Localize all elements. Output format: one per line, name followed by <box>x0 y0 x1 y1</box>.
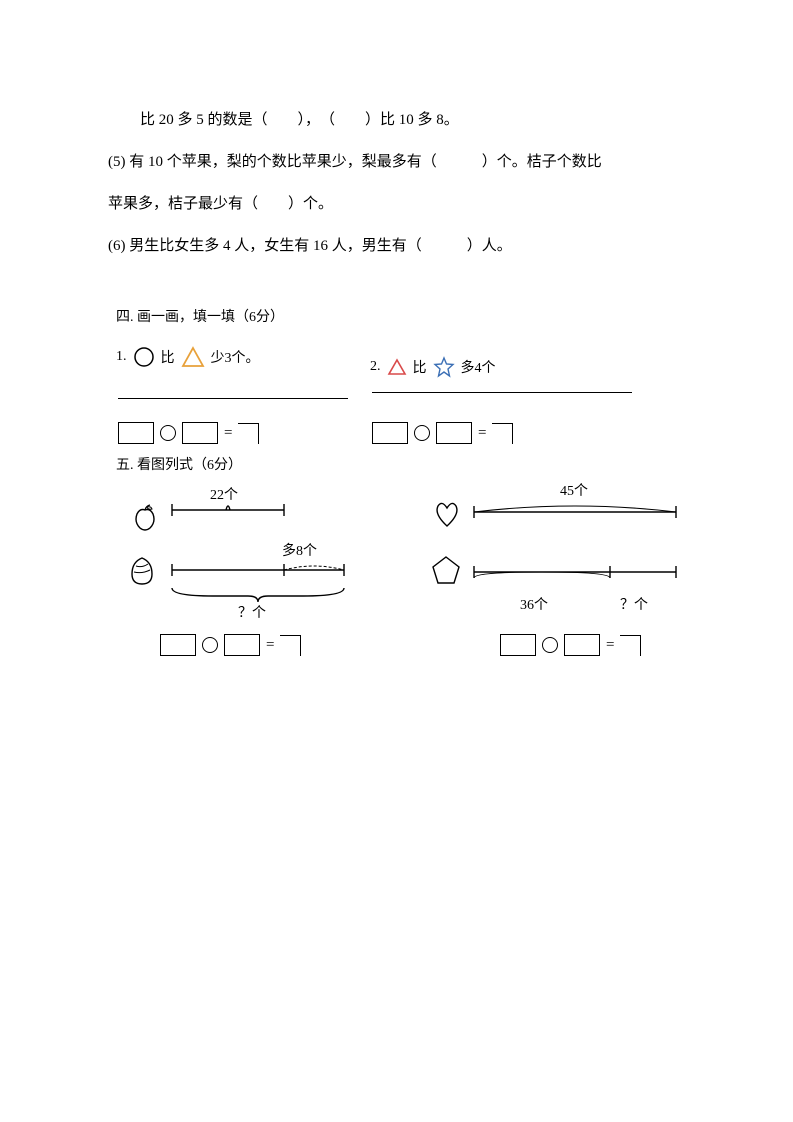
section-4-heading: 四. 画一画，填一填（6分） <box>116 306 284 326</box>
fig-right-known-value: 36个 <box>520 594 548 614</box>
section-5-heading: 五. 看图列式（6分） <box>116 454 242 474</box>
blank-box[interactable] <box>500 634 536 656</box>
problem-number: 1. <box>116 349 127 365</box>
equation-template-left[interactable]: = <box>160 634 301 656</box>
result-blank[interactable] <box>280 635 301 656</box>
operator-blank[interactable] <box>160 425 176 441</box>
blank-box[interactable] <box>182 422 218 444</box>
triangle-icon <box>181 346 205 368</box>
blank-box[interactable] <box>118 422 154 444</box>
equation-template-1[interactable]: = <box>118 422 259 444</box>
blank-box[interactable] <box>436 422 472 444</box>
segment-bar-right-bottom <box>470 562 680 588</box>
worksheet-page: 比 20 多 5 的数是（ ）， （ ）比 10 多 8。 (5) 有 10 个… <box>0 0 793 1122</box>
compare-word: 比 <box>161 347 175 367</box>
compare-word: 比 <box>413 357 427 377</box>
apple-icon <box>130 502 160 532</box>
result-blank[interactable] <box>620 635 641 656</box>
question-6-line: (6) 男生比女生多 4 人，女生有 16 人，男生有（ ）人。 <box>108 234 685 258</box>
fig-left-extra-value: 多8个 <box>282 540 317 560</box>
draw-line-1[interactable] <box>118 398 348 399</box>
equation-template-2[interactable]: = <box>372 422 513 444</box>
question-5-line1: (5) 有 10 个苹果，梨的个数比苹果少，梨最多有（ ）个。桔子个数比 <box>108 150 685 174</box>
section4-problem-2: 2. 比 多4个 <box>370 356 496 378</box>
operator-blank[interactable] <box>542 637 558 653</box>
segment-bar-bottom <box>168 560 348 584</box>
star-icon <box>433 356 455 378</box>
equals-sign: = <box>478 425 486 442</box>
problem-number: 2. <box>370 359 381 375</box>
result-blank[interactable] <box>492 423 513 444</box>
heart-icon <box>432 500 462 528</box>
blank-box[interactable] <box>224 634 260 656</box>
result-blank[interactable] <box>238 423 259 444</box>
compare-tail: 多4个 <box>461 357 496 377</box>
circle-icon <box>133 346 155 368</box>
operator-blank[interactable] <box>414 425 430 441</box>
blank-box[interactable] <box>564 634 600 656</box>
fig-right-top-value: 45个 <box>560 480 588 500</box>
draw-line-2[interactable] <box>372 392 632 393</box>
leaf-icon <box>124 552 160 588</box>
blank-box[interactable] <box>160 634 196 656</box>
triangle-icon <box>387 358 407 376</box>
equals-sign: = <box>224 425 232 442</box>
fig-left-unknown: ？个 <box>238 602 266 622</box>
equals-sign: = <box>606 637 614 654</box>
equation-template-right[interactable]: = <box>500 634 641 656</box>
segment-bar-right-top <box>470 498 680 520</box>
question-5-line2: 苹果多，桔子最少有（ ）个。 <box>108 192 685 216</box>
section4-problem-1: 1. 比 少3个。 <box>116 346 260 368</box>
question-line-fragment: 比 20 多 5 的数是（ ）， （ ）比 10 多 8。 <box>140 108 660 132</box>
equals-sign: = <box>266 637 274 654</box>
blank-box[interactable] <box>372 422 408 444</box>
operator-blank[interactable] <box>202 637 218 653</box>
pentagon-icon <box>430 554 462 586</box>
fig-right-unknown: ？个 <box>620 594 648 614</box>
brace-icon <box>168 584 348 604</box>
segment-bar <box>168 500 288 520</box>
compare-tail: 少3个。 <box>211 347 260 367</box>
